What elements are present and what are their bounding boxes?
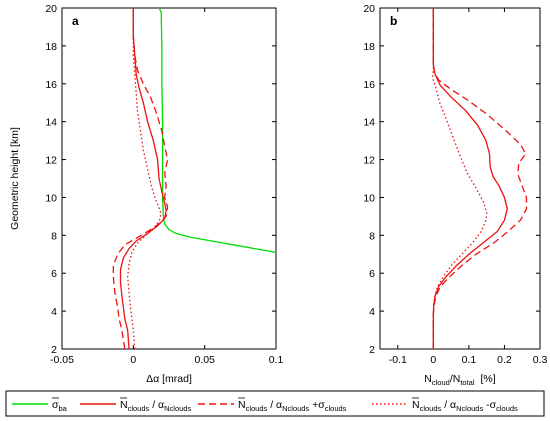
y-tick-label: 16: [363, 79, 375, 91]
series-line-2: [431, 8, 488, 349]
panel-b: -0.1 0 0.1 0.2 0.3 2 4 6 8 10 12 14 16 18 20 b Ncloud/…: [363, 3, 547, 387]
panel-a-y-axis-label: Geometric height [km]: [9, 127, 21, 230]
y-tick-label: 10: [363, 192, 375, 204]
y-tick-label: 20: [45, 3, 57, 15]
legend-label-2: Nclouds / αNclouds +σclouds: [238, 399, 347, 413]
panel-b-x-axis-label: Ncloud/Ntotal [%]: [424, 373, 495, 387]
legend-text-part: Nclouds: [282, 404, 309, 413]
panel-a-series: [112, 7, 277, 350]
legend-text-part: clouds: [325, 404, 347, 413]
panel-a-x-axis-label: Δα [mrad]: [146, 373, 192, 385]
y-tick-label: 8: [369, 230, 375, 242]
legend-text-part: -σ: [483, 399, 496, 411]
x-tick-label: -0.05: [50, 354, 74, 366]
legend-text-part: Nclouds: [164, 404, 191, 413]
y-tick-label: 6: [51, 268, 57, 280]
legend-label-3: Nclouds / αNclouds -σclouds: [412, 399, 518, 413]
legend-text-part: clouds: [246, 404, 268, 413]
y-tick-label: 4: [369, 306, 375, 318]
y-tick-label: 12: [45, 155, 57, 167]
panel-b-frame: [379, 7, 541, 350]
legend-text-part: N: [120, 399, 128, 411]
y-tick-label: 14: [363, 117, 375, 129]
legend-text-part: / α: [149, 399, 164, 411]
x-tick-label: 0: [430, 354, 436, 366]
y-tick-label: 10: [45, 192, 57, 204]
x-tick-label: 0.3: [533, 354, 548, 366]
x-tick-label: 0.05: [194, 354, 215, 366]
xlabel-b-main: N: [424, 373, 432, 385]
legend-text-part: N: [238, 399, 246, 411]
panel-a-ticks: -0.05 0 0.05 0.1 2 4 6 8 10 12 14 16 18 20: [45, 3, 283, 366]
legend-text-part: / α: [267, 399, 282, 411]
y-tick-label: 6: [369, 268, 375, 280]
legend-text-part: clouds: [128, 404, 150, 413]
y-tick-label: 16: [45, 79, 57, 91]
xlabel-b-unit: [%]: [481, 373, 496, 385]
xlabel-b-sub1: cloud: [432, 378, 450, 387]
legend-text-part: / α: [441, 399, 456, 411]
series-line-3: [126, 8, 162, 350]
series-line-1: [119, 8, 167, 350]
legend: σba Nclouds / αNclouds Nclouds / αNclouds …: [5, 390, 545, 417]
x-tick-label: 0: [130, 354, 136, 366]
legend-text-part: ba: [58, 404, 67, 413]
legend-label-0: σba: [52, 399, 68, 413]
y-tick-label: 2: [51, 344, 57, 356]
y-tick-label: 18: [363, 41, 375, 53]
x-tick-label: 0.1: [462, 354, 477, 366]
legend-label-1: Nclouds / αNclouds: [120, 399, 191, 413]
y-tick-label: 20: [363, 3, 375, 15]
y-tick-label: 18: [45, 41, 57, 53]
series-line-0: [432, 8, 508, 349]
x-tick-label: 0.1: [269, 354, 284, 366]
y-tick-label: 2: [369, 344, 375, 356]
panel-b-series: [431, 8, 528, 349]
legend-text-part: N: [412, 399, 420, 411]
panel-a-label: a: [72, 14, 79, 28]
x-tick-label: -0.1: [389, 354, 407, 366]
y-tick-label: 12: [363, 155, 375, 167]
xlabel-b-sub2: total: [460, 378, 475, 387]
panel-b-ticks: -0.1 0 0.1 0.2 0.3 2 4 6 8 10 12 14 16 18 20: [363, 3, 547, 366]
panel-a: -0.05 0 0.05 0.1 2 4 6 8 10 12 14 16 18 20 a Δα [mrad…: [9, 3, 283, 385]
legend-text-part: +σ: [309, 399, 325, 411]
panel-a-frame: [61, 7, 277, 350]
panel-b-label: b: [390, 14, 397, 28]
legend-items: σba Nclouds / αNclouds Nclouds / αNclouds …: [12, 397, 518, 413]
legend-text-part: clouds: [496, 404, 518, 413]
series-line-0: [158, 7, 277, 254]
legend-text-part: clouds: [420, 404, 442, 413]
xlabel-b-mid: /N: [450, 373, 461, 385]
legend-text-part: Nclouds: [456, 404, 483, 413]
y-tick-label: 8: [51, 230, 57, 242]
series-line-2: [112, 8, 169, 350]
y-tick-label: 14: [45, 117, 57, 129]
series-line-1: [432, 8, 528, 349]
legend-text-part: σ: [52, 399, 59, 411]
y-tick-label: 4: [51, 306, 57, 318]
x-tick-label: 0.2: [497, 354, 512, 366]
